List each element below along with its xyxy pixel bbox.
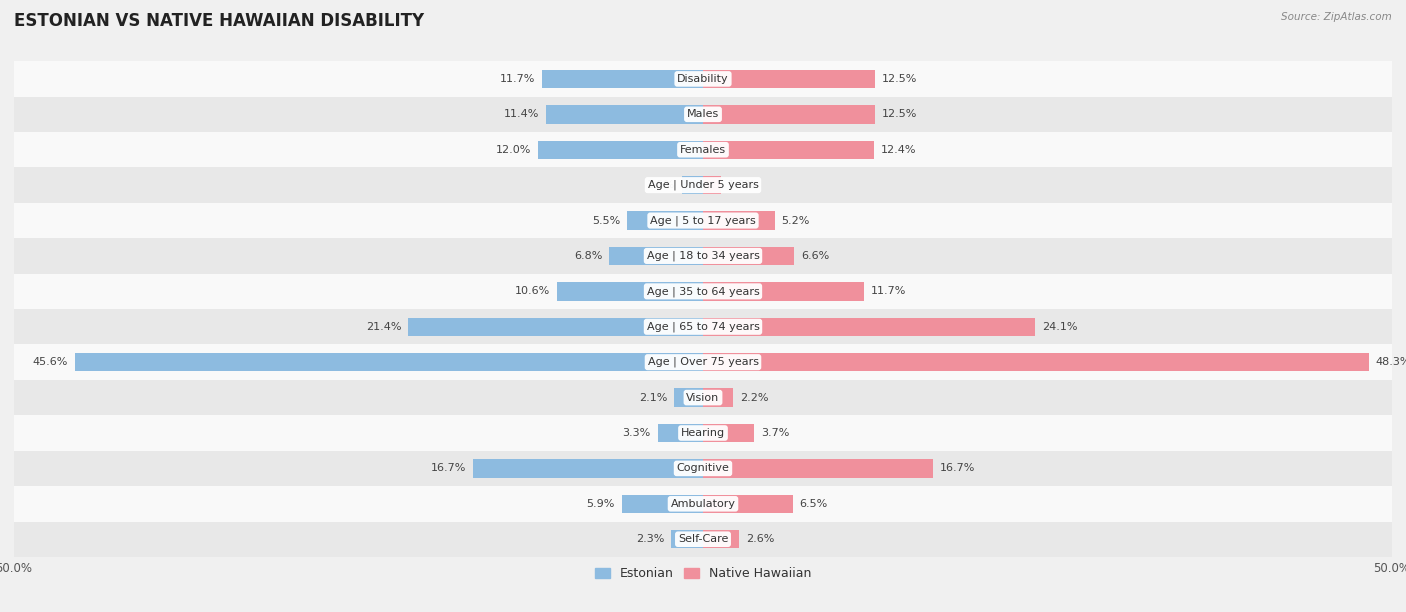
Text: 16.7%: 16.7% — [430, 463, 465, 474]
Text: Age | 5 to 17 years: Age | 5 to 17 years — [650, 215, 756, 226]
Bar — [682, 176, 703, 195]
Text: 1.3%: 1.3% — [728, 180, 756, 190]
Bar — [703, 318, 1035, 336]
Bar — [14, 168, 1392, 203]
Bar — [703, 105, 875, 124]
Text: ESTONIAN VS NATIVE HAWAIIAN DISABILITY: ESTONIAN VS NATIVE HAWAIIAN DISABILITY — [14, 12, 425, 30]
Text: 5.9%: 5.9% — [586, 499, 614, 509]
Text: Ambulatory: Ambulatory — [671, 499, 735, 509]
Bar — [703, 247, 794, 265]
Text: Vision: Vision — [686, 392, 720, 403]
Bar — [609, 247, 703, 265]
Text: 16.7%: 16.7% — [941, 463, 976, 474]
Bar — [703, 424, 754, 442]
Text: 12.5%: 12.5% — [882, 110, 918, 119]
Text: 6.6%: 6.6% — [801, 251, 830, 261]
Text: Age | Over 75 years: Age | Over 75 years — [648, 357, 758, 367]
Text: 12.0%: 12.0% — [495, 144, 531, 155]
Bar — [472, 459, 703, 477]
Bar — [703, 530, 738, 548]
Bar — [703, 282, 865, 300]
Bar — [673, 389, 703, 407]
Text: 10.6%: 10.6% — [515, 286, 550, 296]
Bar — [14, 61, 1392, 97]
Bar — [14, 380, 1392, 416]
Text: 45.6%: 45.6% — [32, 357, 67, 367]
Text: 11.4%: 11.4% — [503, 110, 538, 119]
Bar — [14, 97, 1392, 132]
Text: Cognitive: Cognitive — [676, 463, 730, 474]
Bar — [14, 132, 1392, 168]
Text: 2.6%: 2.6% — [745, 534, 775, 544]
Text: 2.3%: 2.3% — [636, 534, 665, 544]
Text: 12.4%: 12.4% — [880, 144, 917, 155]
Text: 1.5%: 1.5% — [647, 180, 675, 190]
Bar — [537, 141, 703, 159]
Text: Females: Females — [681, 144, 725, 155]
Text: Males: Males — [688, 110, 718, 119]
Bar — [557, 282, 703, 300]
Text: 48.3%: 48.3% — [1375, 357, 1406, 367]
Text: Disability: Disability — [678, 74, 728, 84]
Text: 12.5%: 12.5% — [882, 74, 918, 84]
Legend: Estonian, Native Hawaiian: Estonian, Native Hawaiian — [591, 562, 815, 585]
Bar — [703, 176, 721, 195]
Bar — [703, 353, 1368, 371]
Text: 3.7%: 3.7% — [761, 428, 789, 438]
Bar — [14, 486, 1392, 521]
Text: 11.7%: 11.7% — [872, 286, 907, 296]
Bar — [14, 238, 1392, 274]
Bar — [703, 389, 734, 407]
Bar — [14, 450, 1392, 486]
Bar — [14, 521, 1392, 557]
Bar — [14, 345, 1392, 380]
Bar — [541, 70, 703, 88]
Bar — [14, 203, 1392, 238]
Bar — [703, 141, 875, 159]
Text: 6.5%: 6.5% — [800, 499, 828, 509]
Bar — [408, 318, 703, 336]
Text: 24.1%: 24.1% — [1042, 322, 1077, 332]
Text: Age | 65 to 74 years: Age | 65 to 74 years — [647, 321, 759, 332]
Text: 6.8%: 6.8% — [574, 251, 602, 261]
Text: Age | Under 5 years: Age | Under 5 years — [648, 180, 758, 190]
Text: 2.2%: 2.2% — [740, 392, 769, 403]
Text: Source: ZipAtlas.com: Source: ZipAtlas.com — [1281, 12, 1392, 22]
Bar — [703, 70, 875, 88]
Bar — [14, 274, 1392, 309]
Bar — [14, 416, 1392, 450]
Bar — [75, 353, 703, 371]
Bar — [627, 211, 703, 230]
Text: 3.3%: 3.3% — [623, 428, 651, 438]
Text: 2.1%: 2.1% — [638, 392, 668, 403]
Text: Hearing: Hearing — [681, 428, 725, 438]
Bar — [658, 424, 703, 442]
Bar — [703, 494, 793, 513]
Bar — [621, 494, 703, 513]
Text: Age | 35 to 64 years: Age | 35 to 64 years — [647, 286, 759, 297]
Text: 11.7%: 11.7% — [499, 74, 534, 84]
Text: Age | 18 to 34 years: Age | 18 to 34 years — [647, 251, 759, 261]
Text: 21.4%: 21.4% — [366, 322, 401, 332]
Bar — [14, 309, 1392, 345]
Text: Self-Care: Self-Care — [678, 534, 728, 544]
Bar — [546, 105, 703, 124]
Bar — [703, 211, 775, 230]
Text: 5.5%: 5.5% — [592, 215, 620, 226]
Bar — [703, 459, 934, 477]
Text: 5.2%: 5.2% — [782, 215, 810, 226]
Bar — [671, 530, 703, 548]
